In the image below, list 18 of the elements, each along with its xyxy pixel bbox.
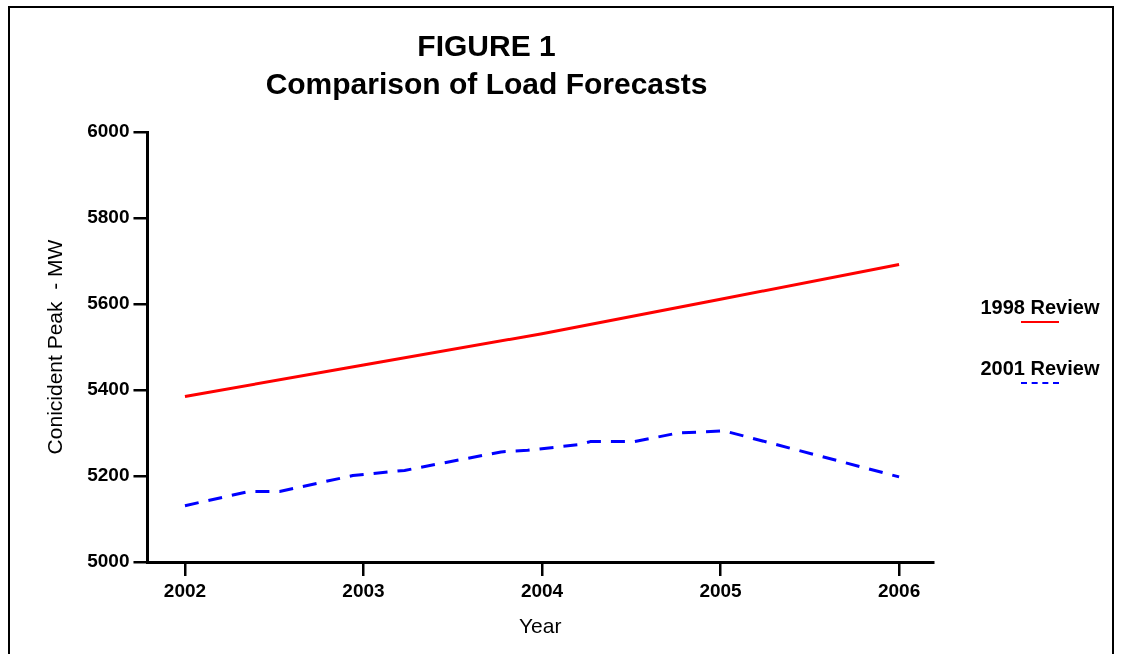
text: 2001 Review bbox=[979, 357, 1101, 379]
x-tick-label: 2004 bbox=[520, 579, 564, 601]
x-tick-label: 2003 bbox=[342, 579, 385, 601]
x-tick-label: 2005 bbox=[699, 579, 743, 601]
y-axis-title: Conicident Peak - MW bbox=[43, 239, 67, 455]
chart-subtitle: Comparison of Load Forecasts bbox=[265, 67, 708, 101]
y-tick-label: 6000 bbox=[87, 120, 130, 142]
y-tick-label: 5600 bbox=[87, 292, 130, 314]
chart-title: FIGURE 1 bbox=[417, 29, 556, 63]
x-tick-label: 2006 bbox=[877, 579, 921, 601]
y-tick-label: 5000 bbox=[87, 550, 130, 572]
y-tick-label: 5200 bbox=[87, 464, 130, 486]
text: 1998 Review bbox=[979, 296, 1101, 318]
x-axis-title: Year bbox=[519, 614, 562, 638]
y-tick-label: 5400 bbox=[87, 378, 130, 400]
line-series bbox=[183, 429, 901, 508]
x-tick-label: 2002 bbox=[163, 579, 207, 601]
y-tick-label: 5800 bbox=[87, 206, 130, 228]
